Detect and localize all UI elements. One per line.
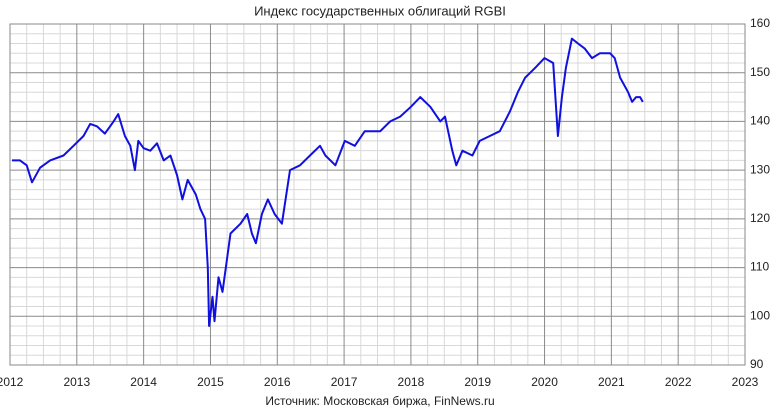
y-tick-label: 160 [750,16,770,30]
y-tick-label: 130 [750,162,770,176]
chart-title: Индекс государственных облигаций RGBI [254,3,506,18]
x-tick-label: 2023 [732,375,759,389]
x-tick-label: 2017 [331,375,358,389]
plot-border [9,23,746,366]
x-tick-label: 2014 [130,375,157,389]
y-tick-label: 100 [750,308,770,322]
y-tick-label: 90 [750,357,764,371]
x-tick-label: 2016 [264,375,291,389]
x-tick-label: 2015 [197,375,224,389]
x-tick-label: 2018 [398,375,425,389]
x-tick-label: 2020 [531,375,558,389]
y-tick-label: 140 [750,114,770,128]
x-tick-label: 2013 [63,375,90,389]
source: Источник: Московская биржа, FinNews.ru [265,394,494,408]
x-tick-label: 2012 [0,375,24,389]
x-tick-label: 2021 [598,375,625,389]
line [12,37,644,327]
y-tick-label: 120 [750,211,770,225]
x-tick-label: 2019 [464,375,491,389]
y-tick-label: 110 [750,260,769,274]
x-tick-label: 2022 [665,375,692,389]
y-tick-label: 150 [750,65,770,79]
